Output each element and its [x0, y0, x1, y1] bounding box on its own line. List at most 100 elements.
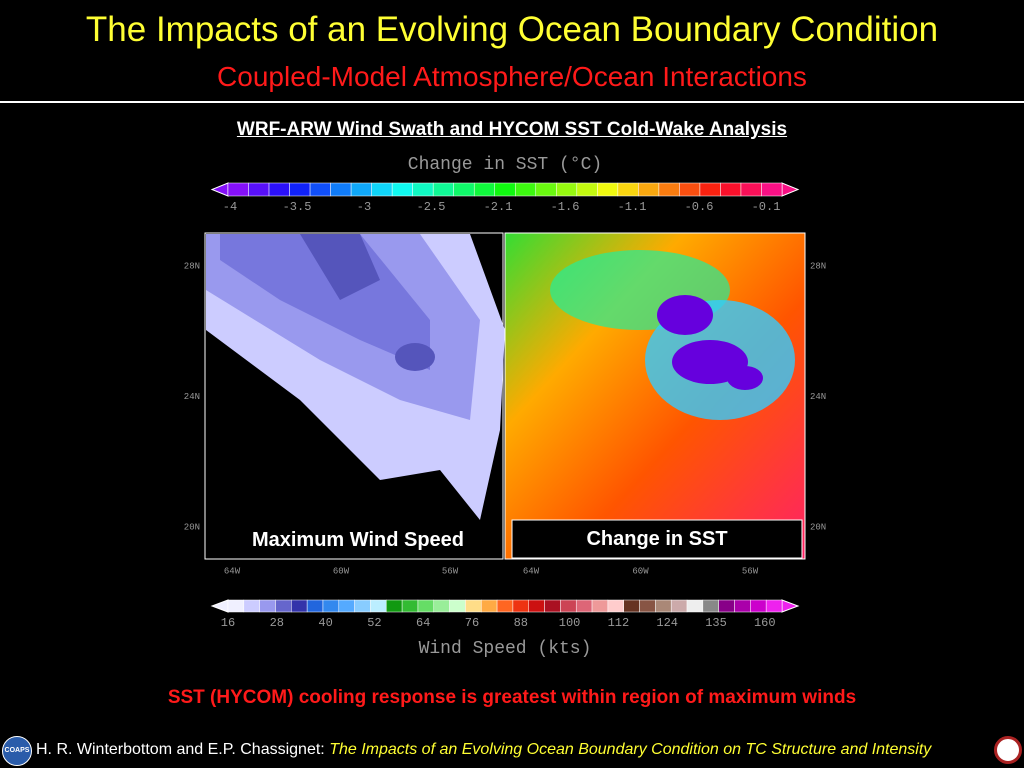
- colorbar-cell: [401, 599, 419, 613]
- colorbar-label: 135: [705, 616, 727, 630]
- figure: Change in SST (°C) -4 -3.5 -3 -2.5 -2.1 -1.6 -…: [184, 155, 826, 659]
- colorbar-cell: [575, 599, 593, 613]
- lon-label: 64W: [224, 566, 241, 576]
- divider: [0, 101, 1024, 103]
- colorbar-label: 100: [559, 616, 581, 630]
- colorbar-cell: [386, 599, 403, 613]
- map-label: Change in SST: [586, 528, 728, 550]
- colorbar-cell: [597, 182, 619, 197]
- colorbar-cell: [433, 599, 450, 613]
- colorbar-label: 76: [465, 616, 479, 630]
- colorbar-cell: [412, 182, 434, 197]
- colorbar-arrow: [781, 182, 800, 197]
- colorbar-title: Change in SST (°C): [408, 155, 602, 175]
- colorbar-label: 64: [416, 616, 430, 630]
- lat-label: 28N: [184, 261, 200, 271]
- figure-heading: WRF-ARW Wind Swath and HYCOM SST Cold-Wa…: [236, 119, 788, 140]
- colorbar-cell: [481, 599, 498, 613]
- colorbar-cell: [291, 599, 308, 613]
- colorbar-cell: [227, 599, 245, 613]
- lon-label: 64W: [523, 566, 540, 576]
- colorbar-cell: [330, 182, 352, 197]
- colorbar-cell: [528, 599, 545, 613]
- colorbar-label: 160: [754, 616, 776, 630]
- colorbar-label: -0.6: [685, 200, 714, 214]
- colorbar-label: -3.5: [283, 200, 312, 214]
- colorbar-cell: [556, 182, 578, 197]
- colorbar-cell: [515, 182, 537, 197]
- colorbar-cell: [306, 599, 324, 613]
- colorbar-cell: [243, 599, 260, 613]
- colorbar-cell: [655, 599, 672, 613]
- colorbar-label: 112: [608, 616, 630, 630]
- colorbar-cell: [670, 599, 688, 613]
- colorbar-arrow: [781, 599, 800, 613]
- slide-title: The Impacts of an Evolving Ocean Boundar…: [85, 10, 939, 49]
- colorbar-cell: [702, 599, 719, 613]
- colorbar-label: -0.1: [752, 200, 781, 214]
- sst-map: [504, 232, 806, 560]
- colorbar-cell: [617, 182, 639, 197]
- colorbar-label: 28: [270, 616, 284, 630]
- colorbar-cell: [322, 599, 340, 613]
- lat-label: 24N: [184, 392, 200, 402]
- colorbar-cell: [432, 182, 454, 197]
- colorbar-cell: [370, 599, 387, 613]
- colorbar-arrow: [210, 182, 229, 197]
- colorbar-cell: [496, 599, 514, 613]
- colorbar-cell: [679, 182, 701, 197]
- colorbar-cell: [259, 599, 276, 613]
- colorbar-cell: [761, 182, 783, 197]
- colorbar-label: -4: [223, 200, 237, 214]
- colorbar-label: 16: [221, 616, 235, 630]
- wind-map: [204, 232, 505, 560]
- footer-talk-title: The Impacts of an Evolving Ocean Boundar…: [329, 741, 932, 758]
- colorbar-cell: [338, 599, 355, 613]
- lat-label: 20N: [810, 522, 826, 532]
- colorbar-cell: [289, 182, 311, 197]
- colorbar-arrow: [210, 599, 229, 613]
- colorbar-cell: [576, 182, 598, 197]
- colorbar-cell: [718, 599, 735, 613]
- colorbar-cell: [512, 599, 529, 613]
- colorbar-cell: [720, 182, 742, 197]
- colorbar-cell: [765, 599, 783, 613]
- colorbar-label: 40: [318, 616, 332, 630]
- colorbar-cell: [623, 599, 640, 613]
- colorbar-cell: [734, 599, 751, 613]
- colorbar-cell: [275, 599, 292, 613]
- colorbar-label: 88: [514, 616, 528, 630]
- footer-authors: H. R. Winterbottom and E.P. Chassignet:: [36, 741, 325, 758]
- colorbar-label: -1.1: [618, 200, 647, 214]
- lon-label: 60W: [333, 566, 350, 576]
- colorbar-cell: [560, 599, 577, 613]
- logo: [994, 736, 1022, 764]
- colorbar-label: 124: [656, 616, 678, 630]
- lon-label: 56W: [442, 566, 459, 576]
- colorbar-cell: [268, 182, 290, 197]
- colorbar-cell: [544, 599, 561, 613]
- colorbar-title: Wind Speed (kts): [419, 639, 592, 659]
- footer: H. R. Winterbottom and E.P. Chassignet: …: [36, 741, 931, 759]
- colorbar-cell: [699, 182, 721, 197]
- colorbar-cell: [309, 182, 331, 197]
- colorbar-label: -2.5: [417, 200, 446, 214]
- map-label: Maximum Wind Speed: [251, 529, 465, 551]
- colorbar-cell: [750, 599, 767, 613]
- colorbar-cell: [658, 182, 680, 197]
- lon-label: 60W: [632, 566, 649, 576]
- colorbar-cell: [449, 599, 466, 613]
- colorbar-cell: [473, 182, 495, 197]
- colorbar-cell: [465, 599, 482, 613]
- colorbar-label: 52: [367, 616, 381, 630]
- colorbar-cell: [453, 182, 475, 197]
- colorbar-cell: [535, 182, 557, 197]
- lat-label: 20N: [184, 522, 200, 532]
- colorbar-cell: [248, 182, 270, 197]
- lon-label: 56W: [742, 566, 759, 576]
- colorbar-cell: [227, 182, 249, 197]
- colorbar-cell: [354, 599, 371, 613]
- colorbar-cell: [639, 599, 656, 613]
- colorbar-cell: [494, 182, 516, 197]
